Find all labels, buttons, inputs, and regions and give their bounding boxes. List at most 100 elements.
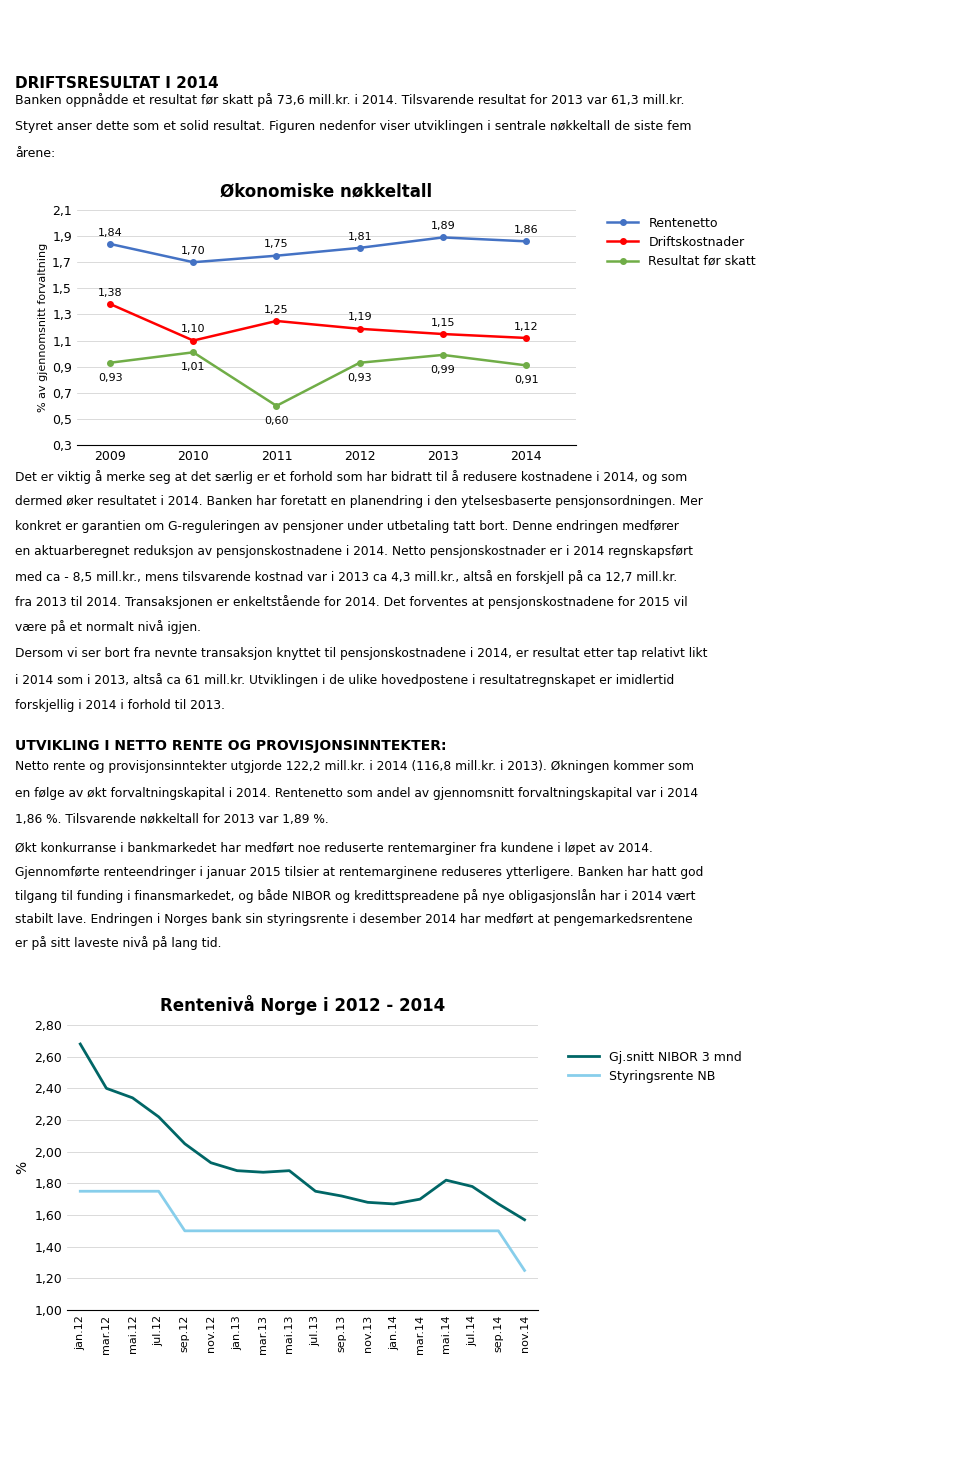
Text: en følge av økt forvaltningskapital i 2014. Rentenetto som andel av gjennomsnitt: en følge av økt forvaltningskapital i 20… [15, 787, 699, 800]
Gj.snitt NIBOR 3 mnd [101, 1079, 112, 1097]
Styringsrente NB [231, 1223, 243, 1240]
Text: DRIFTSRESULTAT I 2014: DRIFTSRESULTAT I 2014 [15, 77, 219, 92]
Rentenetto [271, 247, 282, 265]
Gj.snitt NIBOR 3 mnd [127, 1089, 138, 1107]
Styringsrente NB [492, 1223, 504, 1240]
Text: årene:: årene: [15, 147, 56, 160]
Text: fra 2013 til 2014. Transaksjonen er enkeltstående for 2014. Det forventes at pen: fra 2013 til 2014. Transaksjonen er enke… [15, 594, 688, 609]
Styringsrente NB [441, 1223, 452, 1240]
Line: Styringsrente NB: Styringsrente NB [81, 1192, 524, 1270]
Driftskostnader [354, 320, 366, 338]
Driftskostnader [520, 329, 532, 347]
Text: 1,38: 1,38 [98, 288, 122, 298]
Text: 0,93: 0,93 [348, 373, 372, 382]
Line: Resultat før skatt: Resultat før skatt [108, 350, 529, 409]
Gj.snitt NIBOR 3 mnd [75, 1034, 86, 1052]
Resultat før skatt [271, 397, 282, 415]
Resultat før skatt [437, 345, 448, 363]
Styringsrente NB [415, 1223, 426, 1240]
Driftskostnader [437, 325, 448, 342]
Driftskostnader [105, 295, 116, 313]
Line: Driftskostnader: Driftskostnader [108, 301, 529, 344]
Resultat før skatt [520, 357, 532, 375]
Rentenetto [437, 228, 448, 246]
Text: 1,10: 1,10 [181, 325, 205, 335]
Text: med ca - 8,5 mill.kr., mens tilsvarende kostnad var i 2013 ca 4,3 mill.kr., alts: med ca - 8,5 mill.kr., mens tilsvarende … [15, 571, 678, 584]
Text: konkret er garantien om G-reguleringen av pensjoner under utbetaling tatt bort. : konkret er garantien om G-reguleringen a… [15, 520, 680, 534]
Text: i 2014 som i 2013, altså ca 61 mill.kr. Utviklingen i de ulike hovedpostene i re: i 2014 som i 2013, altså ca 61 mill.kr. … [15, 673, 675, 688]
Text: 1,81: 1,81 [348, 231, 372, 242]
Rentenetto [354, 239, 366, 256]
Text: 1,86: 1,86 [514, 225, 539, 236]
Text: 1,01: 1,01 [181, 363, 205, 372]
Line: Rentenetto: Rentenetto [108, 234, 529, 265]
Text: 0,60: 0,60 [264, 416, 289, 425]
Styringsrente NB [75, 1183, 86, 1200]
Text: 1,19: 1,19 [348, 313, 372, 323]
Rentenetto [520, 233, 532, 250]
Styringsrente NB [101, 1183, 112, 1200]
Text: være på et normalt nivå igjen.: være på et normalt nivå igjen. [15, 619, 202, 634]
Gj.snitt NIBOR 3 mnd [518, 1211, 530, 1229]
Resultat før skatt [354, 354, 366, 372]
Styringsrente NB [388, 1223, 399, 1240]
Text: en aktuarberegnet reduksjon av pensjonskostnadene i 2014. Netto pensjonskostnade: en aktuarberegnet reduksjon av pensjonsk… [15, 545, 693, 559]
Gj.snitt NIBOR 3 mnd [283, 1162, 295, 1180]
Legend: Rentenetto, Driftskostnader, Resultat før skatt: Rentenetto, Driftskostnader, Resultat fø… [602, 212, 761, 273]
Styringsrente NB [153, 1183, 164, 1200]
Gj.snitt NIBOR 3 mnd [415, 1190, 426, 1208]
Gj.snitt NIBOR 3 mnd [362, 1193, 373, 1211]
Styringsrente NB [179, 1223, 190, 1240]
Gj.snitt NIBOR 3 mnd [492, 1194, 504, 1212]
Text: Gjennomførte renteendringer i januar 2015 tilsier at rentemarginene reduseres yt: Gjennomførte renteendringer i januar 201… [15, 865, 704, 879]
Styringsrente NB [257, 1223, 269, 1240]
Driftskostnader [187, 332, 199, 350]
Gj.snitt NIBOR 3 mnd [205, 1154, 217, 1172]
Styringsrente NB [518, 1261, 530, 1279]
Line: Gj.snitt NIBOR 3 mnd: Gj.snitt NIBOR 3 mnd [81, 1043, 524, 1220]
Text: 1,84: 1,84 [98, 228, 123, 237]
Text: tilgang til funding i finansmarkedet, og både NIBOR og kredittspreadene på nye o: tilgang til funding i finansmarkedet, og… [15, 889, 696, 903]
Resultat før skatt [105, 354, 116, 372]
Styringsrente NB [310, 1223, 322, 1240]
Text: Det er viktig å merke seg at det særlig er et forhold som har bidratt til å redu: Det er viktig å merke seg at det særlig … [15, 470, 687, 485]
Gj.snitt NIBOR 3 mnd [231, 1162, 243, 1180]
Gj.snitt NIBOR 3 mnd [310, 1183, 322, 1200]
Text: Økt konkurranse i bankmarkedet har medført noe reduserte rentemarginer fra kunde: Økt konkurranse i bankmarkedet har medfø… [15, 842, 653, 855]
Y-axis label: % av gjennomsnitt forvaltning: % av gjennomsnitt forvaltning [37, 243, 48, 412]
Gj.snitt NIBOR 3 mnd [388, 1194, 399, 1212]
Text: Styret anser dette som et solid resultat. Figuren nedenfor viser utviklingen i s: Styret anser dette som et solid resultat… [15, 120, 692, 133]
Y-axis label: %: % [15, 1160, 29, 1174]
Styringsrente NB [127, 1183, 138, 1200]
Gj.snitt NIBOR 3 mnd [153, 1109, 164, 1126]
Text: stabilt lave. Endringen i Norges bank sin styringsrente i desember 2014 har medf: stabilt lave. Endringen i Norges bank si… [15, 913, 693, 926]
Gj.snitt NIBOR 3 mnd [257, 1163, 269, 1181]
Title: Rentenivå Norge i 2012 - 2014: Rentenivå Norge i 2012 - 2014 [159, 994, 445, 1015]
Gj.snitt NIBOR 3 mnd [467, 1178, 478, 1196]
Text: forskjellig i 2014 i forhold til 2013.: forskjellig i 2014 i forhold til 2013. [15, 700, 226, 711]
Styringsrente NB [283, 1223, 295, 1240]
Text: Banken oppnådde et resultat før skatt på 73,6 mill.kr. i 2014. Tilsvarende resul: Banken oppnådde et resultat før skatt på… [15, 93, 684, 107]
Text: 1,70: 1,70 [181, 246, 205, 256]
Styringsrente NB [467, 1223, 478, 1240]
Text: 0,93: 0,93 [98, 373, 122, 382]
Text: UTVIKLING I NETTO RENTE OG PROVISJONSINNTEKTER:: UTVIKLING I NETTO RENTE OG PROVISJONSINN… [15, 740, 446, 753]
Text: 1,25: 1,25 [264, 305, 289, 314]
Text: dermed øker resultatet i 2014. Banken har foretatt en planendring i den ytelsesb: dermed øker resultatet i 2014. Banken ha… [15, 495, 704, 508]
Styringsrente NB [205, 1223, 217, 1240]
Gj.snitt NIBOR 3 mnd [441, 1171, 452, 1189]
Text: Netto rente og provisjonsinntekter utgjorde 122,2 mill.kr. i 2014 (116,8 mill.kr: Netto rente og provisjonsinntekter utgjo… [15, 760, 694, 774]
Text: 1,89: 1,89 [430, 221, 455, 231]
Text: 1,86 %. Tilsvarende nøkkeltall for 2013 var 1,89 %.: 1,86 %. Tilsvarende nøkkeltall for 2013 … [15, 814, 329, 827]
Styringsrente NB [362, 1223, 373, 1240]
Rentenetto [105, 236, 116, 253]
Text: 1,15: 1,15 [431, 317, 455, 328]
Gj.snitt NIBOR 3 mnd [336, 1187, 348, 1205]
Legend: Gj.snitt NIBOR 3 mnd, Styringsrente NB: Gj.snitt NIBOR 3 mnd, Styringsrente NB [563, 1045, 747, 1088]
Driftskostnader [271, 313, 282, 330]
Text: 0,99: 0,99 [430, 365, 455, 375]
Resultat før skatt [187, 344, 199, 362]
Styringsrente NB [336, 1223, 348, 1240]
Text: Dersom vi ser bort fra nevnte transaksjon knyttet til pensjonskostnadene i 2014,: Dersom vi ser bort fra nevnte transaksjo… [15, 648, 708, 659]
Rentenetto [187, 253, 199, 271]
